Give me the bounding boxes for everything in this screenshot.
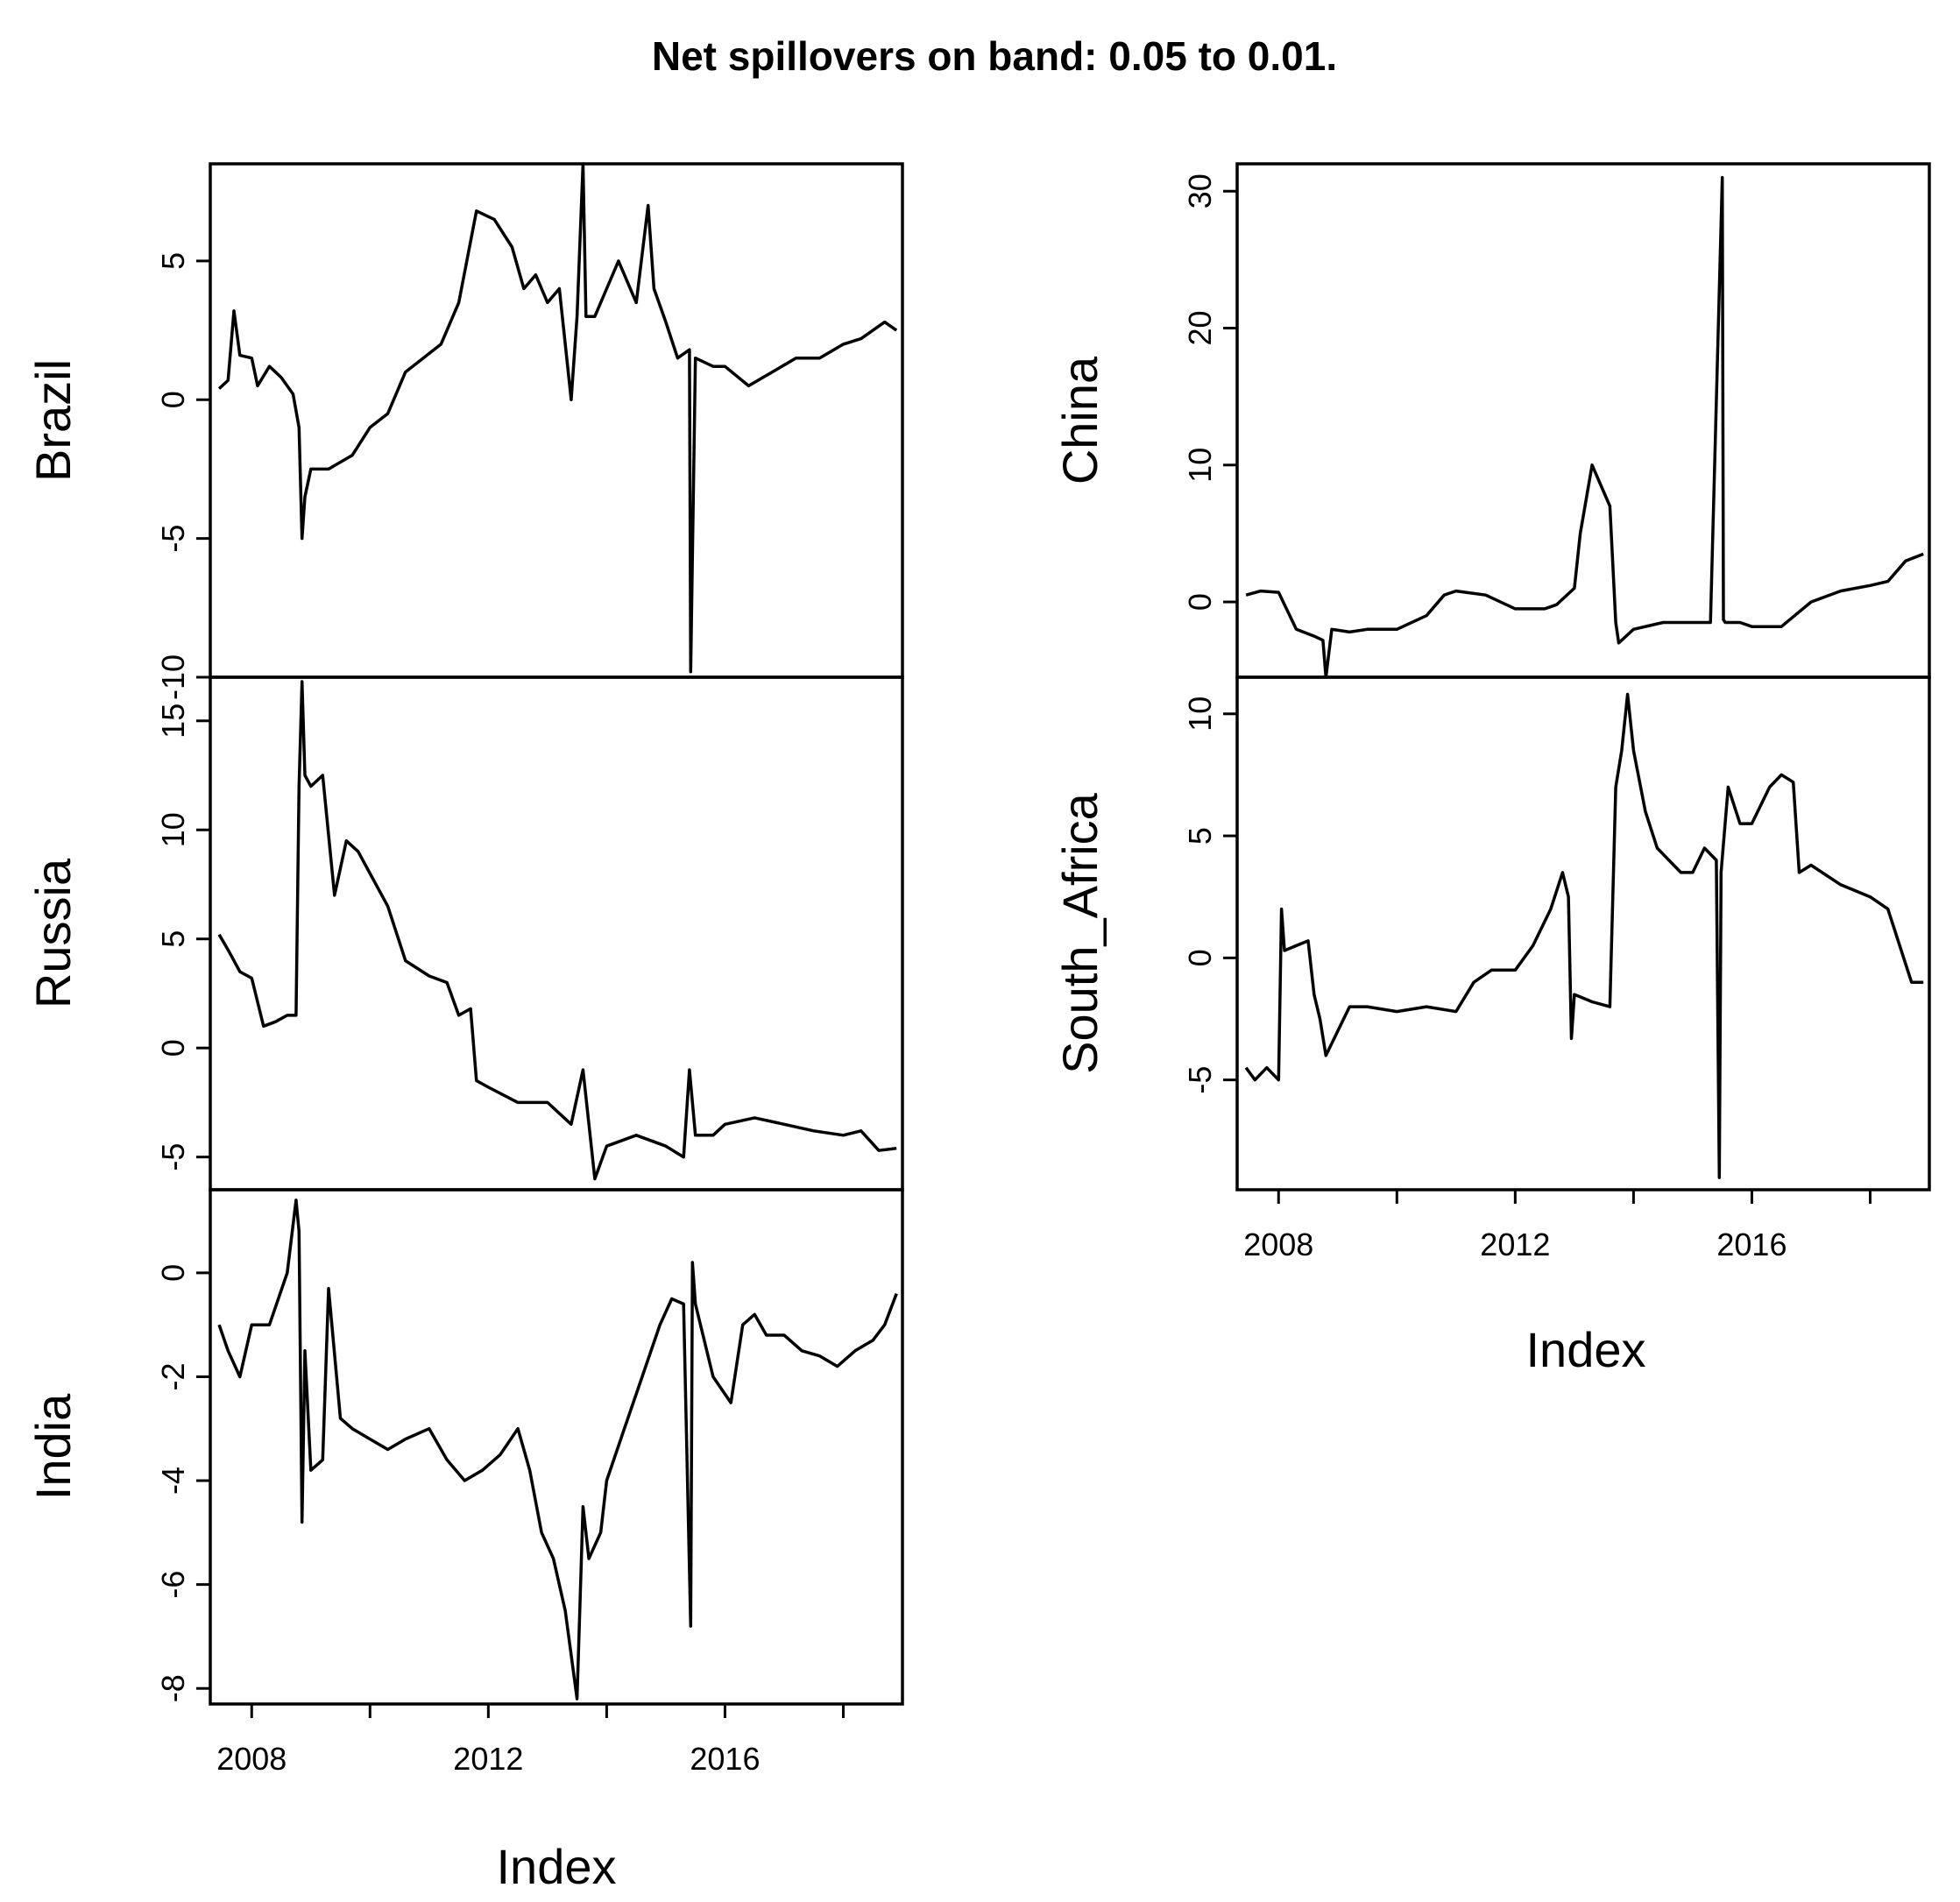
series-line-russia: [217, 680, 897, 1181]
y-axis-label: Russia: [25, 858, 81, 1008]
y-tick-label: 0: [1182, 593, 1218, 611]
y-tick-label: -6: [155, 1571, 191, 1599]
x-tick-label: 2012: [453, 1741, 523, 1777]
y-tick-label: 5: [1182, 827, 1218, 845]
panel-frame: [209, 1188, 904, 1706]
series-line-south-africa: [1244, 692, 1924, 1179]
panel-russia: -5 0 5 10 15 Russia: [25, 675, 904, 1191]
panel-frame: [1235, 675, 1931, 1191]
y-tick-label: -5: [155, 1143, 191, 1171]
panel-south-africa: -5 0 5 10 South_Africa 2008 2012 2016 Index: [1052, 675, 1931, 1377]
series-line-china: [1245, 175, 1924, 679]
y-tick-label: 0: [155, 391, 191, 408]
y-tick-label: 0: [155, 1039, 191, 1057]
panels: -10 -5 0 5 Brazil -5 0 5 10 15 Russia -8 -6 -4 -2 0 Indi…: [25, 162, 1931, 1894]
y-tick-label: -8: [155, 1674, 191, 1702]
y-tick-label: 10: [155, 812, 191, 847]
y-tick-label: 0: [155, 1264, 191, 1282]
y-tick-label: -2: [155, 1362, 191, 1390]
y-tick-label: -4: [155, 1467, 191, 1495]
y-axis-label: Brazil: [25, 359, 81, 482]
y-tick-label: -5: [155, 525, 191, 553]
y-tick-label: 30: [1182, 173, 1218, 209]
series-line-brazil: [217, 162, 898, 674]
series-line-india: [217, 1198, 898, 1700]
y-tick-label: 10: [1182, 448, 1218, 483]
panel-china: 0 10 20 30 China: [1052, 162, 1931, 679]
panel-brazil: -10 -5 0 5 Brazil: [25, 162, 904, 700]
y-tick-label: -10: [155, 654, 191, 700]
x-tick-label: 2008: [216, 1741, 287, 1777]
y-tick-label: 15: [155, 704, 191, 739]
x-tick-label: 2016: [690, 1741, 760, 1777]
chart-title: Net spillovers on band: 0.05 to 0.01.: [652, 33, 1337, 79]
x-tick-label: 2008: [1243, 1227, 1313, 1262]
y-tick-label: 5: [155, 930, 191, 948]
x-tick-label: 2016: [1716, 1227, 1787, 1262]
y-tick-label: 0: [1182, 949, 1218, 966]
y-tick-label: 20: [1182, 310, 1218, 345]
panel-frame: [209, 675, 904, 1191]
x-axis-label: Index: [1526, 1322, 1646, 1377]
panel-frame: [209, 162, 904, 679]
panel-india: -8 -6 -4 -2 0 India 2008 2012 2016 Index: [25, 1188, 904, 1894]
y-tick-label: -5: [1182, 1066, 1218, 1094]
x-axis-label: Index: [497, 1839, 617, 1894]
y-axis-label: South_Africa: [1052, 792, 1107, 1073]
y-axis-label: China: [1052, 356, 1107, 484]
panel-frame: [1235, 162, 1931, 679]
y-tick-label: 10: [1182, 696, 1218, 732]
y-axis-label: India: [25, 1393, 81, 1500]
x-tick-label: 2012: [1480, 1227, 1550, 1262]
y-tick-label: 5: [155, 252, 191, 270]
